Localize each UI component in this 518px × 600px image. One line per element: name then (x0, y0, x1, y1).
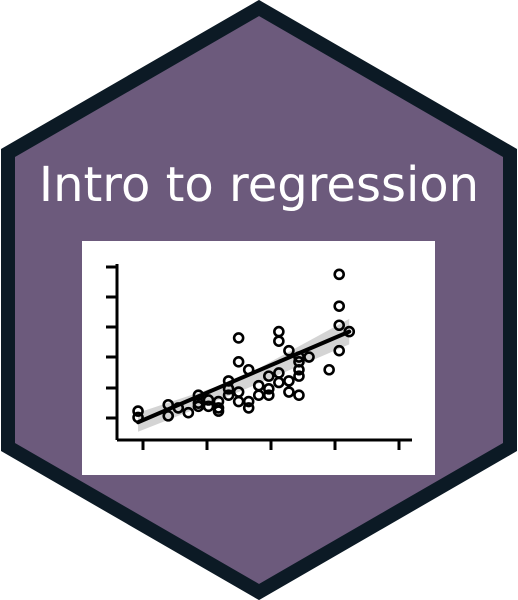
data-point (283, 344, 295, 357)
data-point (222, 389, 235, 402)
confidence-band (138, 318, 350, 432)
data-point (293, 356, 305, 368)
data-point (293, 389, 305, 402)
data-point (333, 344, 346, 357)
data-point (212, 405, 225, 417)
data-point (303, 351, 315, 363)
plot-panel (82, 241, 435, 475)
data-point (283, 375, 295, 387)
regression-line (136, 329, 352, 425)
data-point (333, 268, 346, 281)
data-point (273, 367, 285, 379)
data-point (232, 386, 245, 398)
data-point (293, 370, 305, 382)
data-point (273, 325, 285, 338)
data-point (323, 363, 335, 376)
y-axis (106, 264, 119, 440)
data-point (333, 300, 346, 312)
data-point (283, 386, 295, 398)
data-point (252, 379, 265, 392)
x-axis (117, 438, 412, 450)
data-point (242, 395, 255, 408)
data-point (262, 383, 275, 395)
data-point (182, 406, 195, 419)
data-point (262, 370, 275, 382)
scatter-plot (106, 264, 412, 450)
data-point (232, 356, 245, 368)
data-point (132, 405, 144, 417)
data-point (232, 332, 245, 344)
sticker-title: Intro to regression (39, 157, 479, 213)
data-point (262, 389, 275, 402)
data-point (242, 402, 255, 414)
data-point (333, 319, 346, 332)
